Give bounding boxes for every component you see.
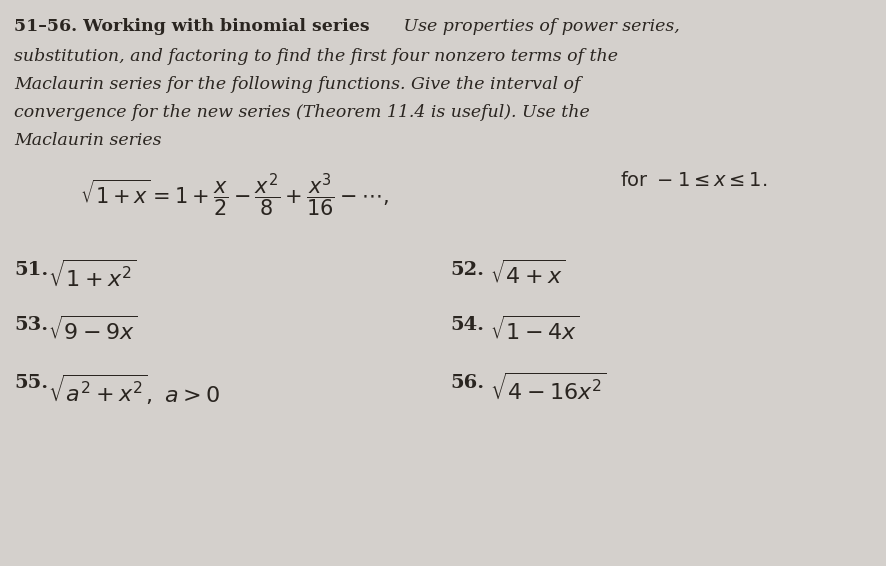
Text: Maclaurin series for the following functions. Give the interval of: Maclaurin series for the following funct… [14, 76, 579, 93]
Text: Use properties of power series,: Use properties of power series, [398, 18, 679, 35]
Text: 52.: 52. [449, 261, 484, 279]
Text: $\mathrm{for}\ -1 \leq x \leq 1.$: $\mathrm{for}\ -1 \leq x \leq 1.$ [619, 171, 766, 190]
Text: $\sqrt{9-9x}$: $\sqrt{9-9x}$ [48, 316, 137, 345]
Text: $\sqrt{1-4x}$: $\sqrt{1-4x}$ [489, 316, 579, 345]
Text: $\sqrt{a^2+x^2},\ a>0$: $\sqrt{a^2+x^2},\ a>0$ [48, 374, 220, 408]
Text: $\sqrt{1+x} = 1 + \dfrac{x}{2} - \dfrac{x^2}{8} + \dfrac{x^3}{16} - \cdots,$: $\sqrt{1+x} = 1 + \dfrac{x}{2} - \dfrac{… [80, 171, 388, 218]
Text: 55.: 55. [14, 374, 48, 392]
Text: substitution, and factoring to find the first four nonzero terms of the: substitution, and factoring to find the … [14, 48, 618, 65]
Text: convergence for the new series (Theorem 11.4 is useful). Use the: convergence for the new series (Theorem … [14, 104, 589, 121]
Text: $\sqrt{4+x}$: $\sqrt{4+x}$ [489, 261, 564, 289]
Text: 54.: 54. [449, 316, 484, 334]
Text: 53.: 53. [14, 316, 48, 334]
Text: 51.: 51. [14, 261, 48, 279]
Text: $\sqrt{4-16x^2}$: $\sqrt{4-16x^2}$ [489, 374, 606, 406]
Text: $\sqrt{1+x^2}$: $\sqrt{1+x^2}$ [48, 261, 136, 293]
Text: 51–56. Working with binomial series: 51–56. Working with binomial series [14, 18, 369, 35]
Text: Maclaurin series: Maclaurin series [14, 132, 161, 149]
Text: 56.: 56. [449, 374, 484, 392]
